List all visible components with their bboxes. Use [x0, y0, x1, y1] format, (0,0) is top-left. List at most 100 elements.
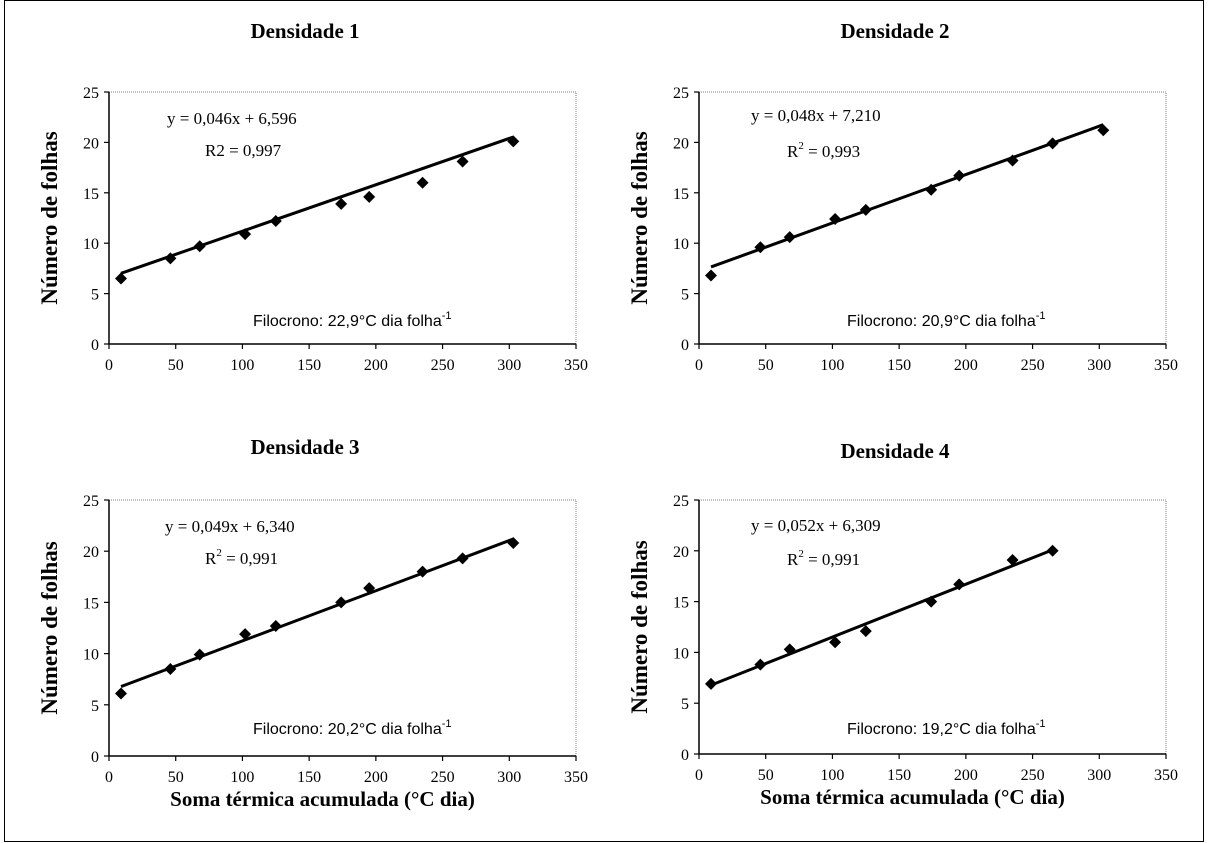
data-point: [335, 197, 348, 210]
regression-equation: y = 0,052x + 6,309: [751, 516, 881, 535]
data-point: [507, 537, 520, 550]
y-tick-label: 0: [681, 337, 689, 354]
data-point: [1006, 154, 1019, 167]
data-point: [705, 677, 718, 690]
data-point: [783, 231, 796, 244]
trend-line: [710, 123, 1104, 269]
filocrono-annotation: Filocrono: 22,9°C dia folha-1: [253, 310, 452, 330]
x-tick-label: 150: [887, 767, 911, 784]
filocrono-annotation: Filocrono: 20,2°C dia folha-1: [253, 718, 452, 738]
panel-title: Densidade 4: [840, 439, 950, 463]
data-point: [859, 203, 872, 216]
data-point: [363, 190, 376, 203]
regression-equation: y = 0,049x + 6,340: [165, 517, 295, 536]
data-point: [456, 552, 469, 565]
y-axis-label: Número de folhas: [627, 540, 652, 713]
x-tick-label: 250: [1021, 767, 1045, 784]
y-tick-label: 20: [83, 135, 99, 152]
x-tick-label: 250: [431, 769, 455, 786]
x-tick-label: 150: [297, 357, 321, 374]
data-point: [164, 662, 177, 675]
y-tick-label: 25: [673, 493, 689, 510]
data-point: [239, 228, 252, 241]
y-tick-label: 5: [681, 696, 689, 713]
x-tick-label: 150: [297, 769, 321, 786]
data-point: [115, 272, 128, 285]
data-point: [193, 648, 206, 661]
data-point: [829, 636, 842, 649]
data-point: [705, 269, 718, 282]
x-axis-label: Soma térmica acumulada (°C dia): [760, 785, 1065, 809]
x-axis-label: Soma térmica acumulada (°C dia): [170, 787, 475, 811]
data-point: [1046, 544, 1059, 557]
x-tick-label: 50: [758, 357, 774, 374]
y-axis-label: Número de folhas: [37, 541, 62, 714]
data-point: [363, 582, 376, 595]
x-tick-label: 350: [564, 769, 588, 786]
regression-equation: y = 0,048x + 7,210: [751, 106, 881, 125]
panel-title: Densidade 3: [250, 435, 360, 459]
data-point: [164, 252, 177, 265]
y-tick-label: 25: [673, 85, 689, 102]
data-point: [115, 687, 128, 700]
r-squared-label: R2 = 0,991: [787, 548, 860, 569]
trend-line: [710, 548, 1054, 687]
x-tick-label: 300: [1087, 767, 1111, 784]
data-point: [925, 183, 938, 196]
x-tick-label: 0: [105, 769, 113, 786]
x-tick-label: 300: [497, 357, 521, 374]
x-tick-label: 50: [758, 767, 774, 784]
y-tick-label: 10: [83, 236, 99, 253]
x-tick-label: 100: [230, 769, 254, 786]
plot-area: [698, 499, 1167, 755]
data-point: [1097, 124, 1110, 137]
x-tick-label: 350: [1154, 767, 1178, 784]
data-point: [335, 596, 348, 609]
y-tick-label: 0: [91, 337, 99, 354]
data-point: [269, 619, 282, 632]
y-tick-label: 20: [673, 135, 689, 152]
r-squared-label: R2 = 0,991: [205, 547, 278, 568]
x-tick-label: 300: [1087, 357, 1111, 374]
y-tick-label: 5: [91, 287, 99, 304]
x-tick-label: 100: [230, 357, 254, 374]
x-tick-label: 200: [954, 357, 978, 374]
x-tick-label: 100: [820, 357, 844, 374]
data-point: [859, 625, 872, 638]
x-tick-label: 0: [695, 767, 703, 784]
data-point: [507, 135, 520, 148]
y-tick-label: 10: [83, 647, 99, 664]
data-point: [953, 578, 966, 591]
data-point: [416, 565, 429, 578]
y-tick-label: 0: [91, 749, 99, 766]
panel-densidade-3: Densidade 3 0 5 10 15 20 25 0 50 100 150 200 250 300…: [5, 409, 605, 843]
data-point: [269, 215, 282, 228]
trend-line: [120, 537, 514, 688]
x-tick-label: 200: [364, 769, 388, 786]
data-point: [1046, 137, 1059, 150]
panel-title: Densidade 2: [840, 19, 950, 43]
data-point: [783, 643, 796, 656]
data-point: [925, 595, 938, 608]
plot-area: [108, 499, 577, 757]
data-point: [193, 240, 206, 253]
x-tick-label: 0: [695, 357, 703, 374]
y-axis-label: Número de folhas: [627, 131, 652, 304]
x-tick-label: 250: [1021, 357, 1045, 374]
y-tick-label: 15: [83, 595, 99, 612]
x-tick-label: 50: [168, 769, 184, 786]
y-tick-label: 10: [673, 236, 689, 253]
panel-densidade-1: Densidade 1 0 5 10 15 20 25 0 50 100 150 200 250 300…: [5, 1, 605, 411]
filocrono-annotation: Filocrono: 20,9°C dia folha-1: [847, 310, 1046, 330]
regression-equation: y = 0,046x + 6,596: [167, 109, 297, 128]
plot-area: [108, 91, 577, 345]
x-tick-label: 100: [820, 767, 844, 784]
r-squared-label: R2 = 0,993: [787, 140, 860, 161]
y-axis-label: Número de folhas: [37, 131, 62, 304]
x-tick-label: 200: [954, 767, 978, 784]
figure-frame: Densidade 1 0 5 10 15 20 25 0 50 100 150 200 250 300…: [4, 0, 1204, 842]
y-tick-label: 25: [83, 493, 99, 510]
